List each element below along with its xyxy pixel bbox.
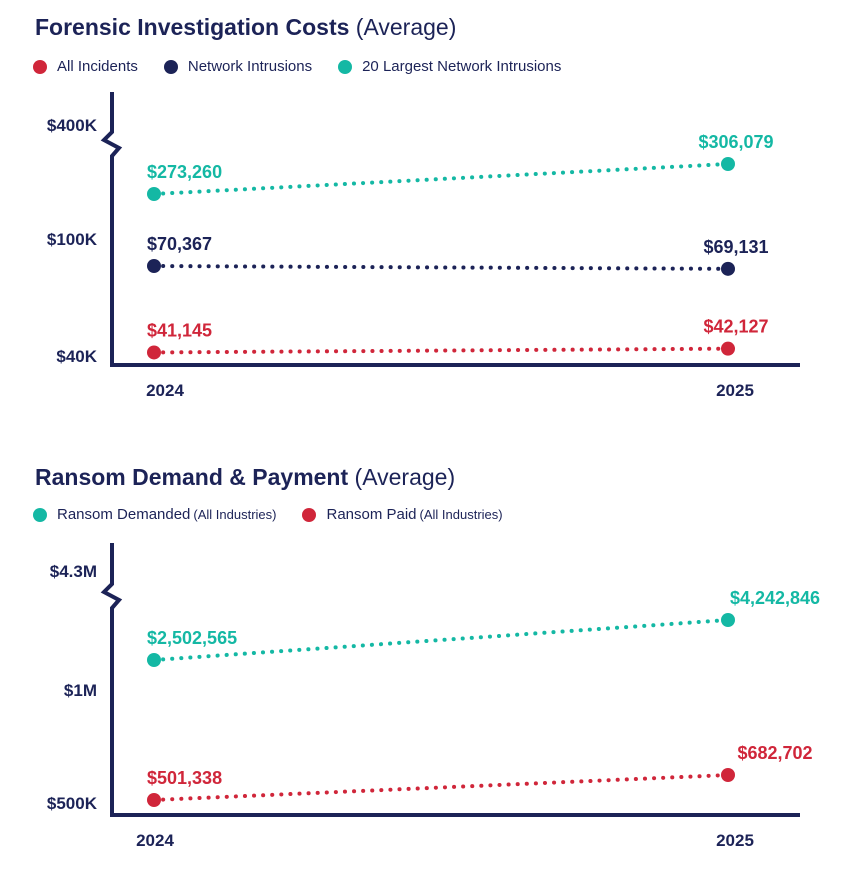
chart-title: Ransom Demand & Payment (Average) (35, 464, 455, 491)
legend-label: All Incidents (57, 58, 138, 75)
x-tick-label: 2024 (136, 831, 174, 850)
legend-item-network-intrusions: Network Intrusions (163, 58, 313, 75)
series-line (152, 346, 730, 355)
chart-legend: Ransom Demanded (All Industries) Ransom … (33, 506, 529, 523)
data-point (147, 793, 161, 807)
legend-item-ransom-demanded: Ransom Demanded (All Industries) (33, 506, 276, 523)
legend-label: 20 Largest Network Intrusions (362, 58, 562, 75)
legend-dot (338, 59, 353, 74)
legend-item-ransom-paid: Ransom Paid (All Industries) (302, 506, 503, 523)
ransom-plot: $4.3M $1M $500K 2024 2025 $2,502,565 $4,242,84… (47, 543, 820, 850)
forensic-costs-chart: Forensic Investigation Costs (Average) A… (0, 0, 864, 420)
y-tick-label: $500K (47, 794, 98, 813)
data-label: $273,260 (147, 162, 222, 182)
y-axis-line (100, 92, 123, 367)
forensic-costs-plot: $400K $100K $40K 2024 2025 $41,145 $42,127 $70,… (47, 92, 800, 400)
chart-title-sub: (Average) (355, 14, 457, 40)
data-label: $306,079 (698, 132, 773, 152)
data-point (721, 157, 735, 171)
y-tick-label: $4.3M (50, 562, 97, 581)
data-label: $2,502,565 (147, 628, 237, 648)
data-point (147, 345, 161, 360)
y-tick-label: $400K (47, 116, 98, 135)
series-line (152, 773, 730, 802)
x-tick-label: 2024 (146, 381, 184, 400)
legend-note: (All Industries) (419, 507, 503, 522)
legend-dot (33, 507, 47, 522)
data-point (147, 187, 161, 201)
legend-dot (163, 59, 178, 74)
y-tick-label: $100K (47, 230, 98, 249)
data-label: $42,127 (703, 317, 768, 337)
data-label: $501,338 (147, 768, 222, 788)
data-label: $69,131 (703, 237, 768, 257)
legend-item-20-largest: 20 Largest Network Intrusions (338, 58, 561, 75)
y-tick-label: $40K (56, 347, 97, 366)
series-line (152, 618, 730, 662)
data-label: $70,367 (147, 234, 212, 254)
legend-dot (302, 507, 317, 522)
data-point (721, 613, 735, 627)
y-tick-label: $1M (64, 681, 97, 700)
chart-title-main: Ransom Demand & Payment (35, 464, 349, 490)
data-point (147, 653, 161, 667)
chart-title-main: Forensic Investigation Costs (35, 14, 350, 40)
legend-label: Ransom Demanded (57, 506, 191, 523)
legend-note: (All Industries) (193, 507, 277, 522)
data-label: $4,242,846 (730, 588, 820, 608)
legend-label: Network Intrusions (187, 58, 313, 75)
y-axis-line (100, 543, 123, 817)
data-point (721, 768, 735, 782)
chart-title: Forensic Investigation Costs (Average) (35, 14, 456, 41)
series-line (152, 162, 730, 196)
x-tick-label: 2025 (716, 381, 754, 400)
ransom-chart: Ransom Demand & Payment (Average) Ransom… (0, 450, 864, 875)
data-point (147, 259, 161, 273)
x-tick-label: 2025 (716, 831, 754, 850)
data-label: $682,702 (737, 743, 812, 763)
legend-label: Ransom Paid (326, 506, 417, 523)
chart-title-sub: (Average) (354, 464, 456, 490)
series-line (152, 264, 730, 271)
data-point (721, 261, 735, 276)
chart-legend: All Incidents Network Intrusions 20 Larg… (33, 58, 587, 75)
data-label: $41,145 (147, 320, 212, 340)
legend-dot (33, 59, 47, 74)
legend-item-all-incidents: All Incidents (33, 58, 138, 75)
data-point (721, 341, 735, 356)
